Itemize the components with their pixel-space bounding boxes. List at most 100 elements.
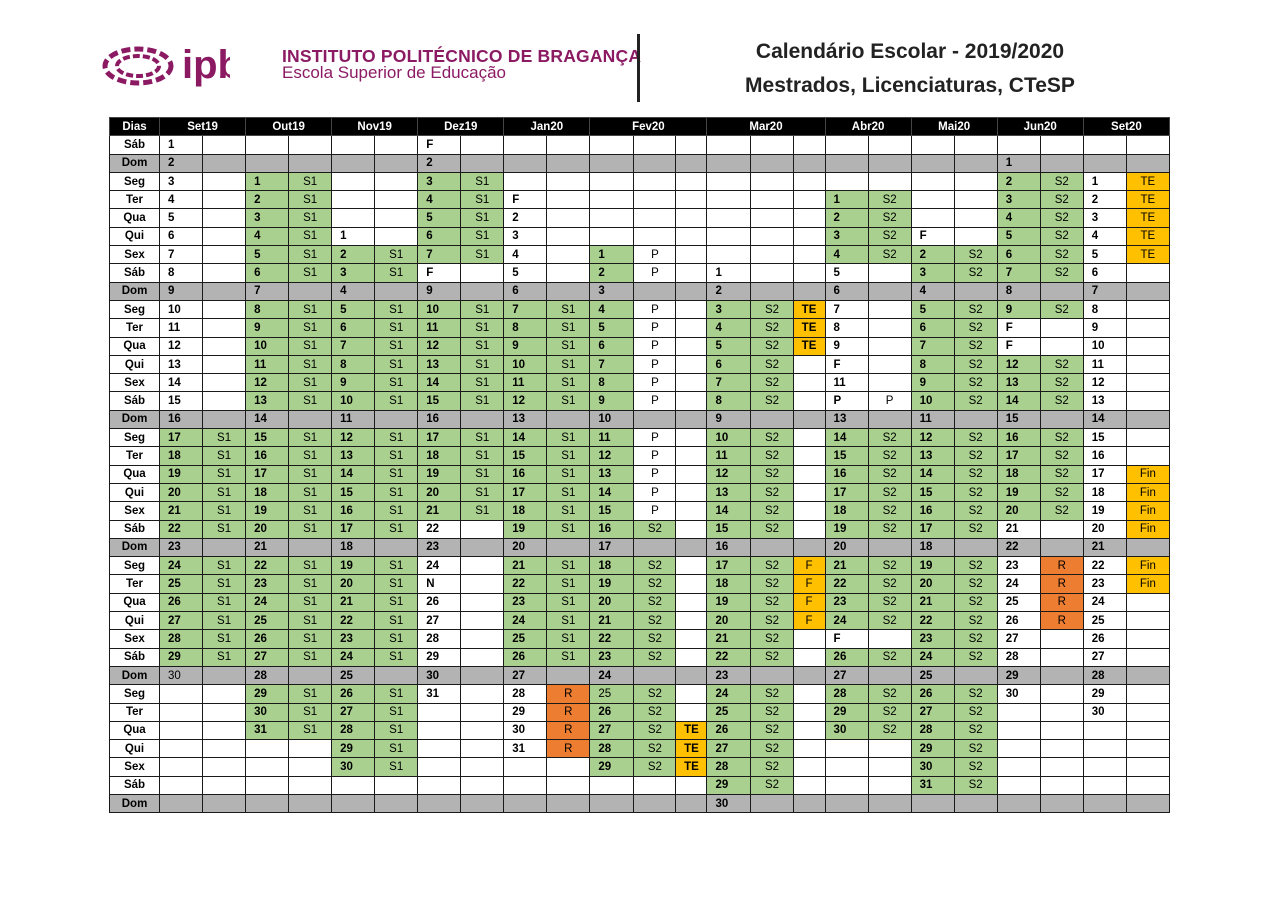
day-number: 18 — [503, 501, 548, 521]
day-number: 29 — [245, 684, 290, 704]
day-number — [1082, 757, 1127, 777]
day-number: 25 — [910, 665, 955, 686]
day-number: 24 — [417, 556, 462, 576]
calendar-row: Sáb 1 F — [108, 135, 1171, 155]
day-tag: Fin — [1125, 501, 1171, 521]
day-tag — [288, 757, 333, 777]
day-number: 1 — [331, 226, 376, 247]
day-tag — [867, 153, 912, 173]
day-number: 4 — [503, 245, 548, 265]
day-number: 20 — [1082, 519, 1127, 539]
day-tag: S2 — [633, 592, 677, 613]
day-extra — [792, 757, 826, 777]
day-number: 23 — [706, 665, 752, 686]
day-tag: S2 — [953, 391, 998, 411]
day-tag — [460, 739, 505, 759]
day-number: 1 — [824, 190, 869, 210]
day-number: 28 — [245, 665, 290, 686]
day-tag — [1039, 684, 1084, 704]
day-tag: S1 — [460, 208, 505, 228]
weekday-label: Sáb — [108, 775, 161, 795]
day-tag: S2 — [953, 611, 998, 631]
day-tag: S1 — [460, 373, 505, 393]
day-tag: S2 — [750, 647, 794, 667]
day-number: 19 — [824, 519, 869, 539]
day-number: 30 — [159, 665, 204, 686]
day-tag — [460, 409, 505, 430]
day-tag: S1 — [288, 446, 333, 466]
day-number: 1 — [245, 171, 290, 192]
day-extra — [792, 171, 826, 192]
day-extra — [675, 482, 708, 503]
day-tag: S2 — [1039, 299, 1084, 320]
day-tag — [460, 556, 505, 576]
weekday-label: Qui — [108, 611, 161, 631]
day-number — [910, 793, 955, 814]
day-tag: S2 — [633, 684, 677, 704]
calendar-row: Qua 26 S1 24 S1 21 S1 26 23 S1 20 S2 19 S2 F 23 S2 21 S2 25… — [108, 592, 1171, 613]
day-number: 8 — [331, 354, 376, 375]
weekday-label: Ter — [108, 574, 161, 594]
weekday-label: Seg — [108, 299, 161, 320]
day-tag — [202, 684, 247, 704]
day-number: 14 — [1082, 409, 1127, 430]
day-number: 20 — [589, 592, 635, 613]
day-tag: S1 — [546, 501, 591, 521]
day-number: 19 — [159, 464, 204, 484]
header-month: Out19 — [245, 116, 333, 137]
day-extra — [792, 409, 826, 430]
day-number: 1 — [589, 245, 635, 265]
day-tag: S1 — [288, 428, 333, 448]
day-number: 14 — [996, 391, 1041, 411]
day-number: 16 — [331, 501, 376, 521]
day-number — [503, 135, 548, 155]
day-number: 19 — [417, 464, 462, 484]
day-number: 11 — [159, 318, 204, 338]
day-tag: R — [1039, 556, 1084, 576]
day-tag — [1039, 519, 1084, 539]
day-number: 16 — [417, 409, 462, 430]
day-tag: S1 — [546, 299, 591, 320]
day-tag: S2 — [953, 245, 998, 265]
day-number: 14 — [159, 373, 204, 393]
day-tag: S1 — [374, 373, 419, 393]
day-number: 15 — [331, 482, 376, 503]
day-number: 14 — [824, 428, 869, 448]
day-number: 13 — [589, 464, 635, 484]
day-tag — [1125, 739, 1171, 759]
day-tag: S2 — [953, 446, 998, 466]
day-tag — [867, 299, 912, 320]
day-tag: P — [633, 263, 677, 283]
day-extra — [675, 592, 708, 613]
day-tag — [460, 592, 505, 613]
day-tag: S2 — [867, 574, 912, 594]
day-number: 23 — [824, 592, 869, 613]
day-number: 10 — [245, 336, 290, 356]
day-number: 21 — [824, 556, 869, 576]
day-tag — [374, 793, 419, 814]
day-tag: S1 — [374, 592, 419, 613]
day-tag — [202, 665, 247, 686]
day-tag — [633, 153, 677, 173]
day-tag — [460, 665, 505, 686]
day-tag — [202, 354, 247, 375]
day-extra — [792, 208, 826, 228]
day-tag: S1 — [374, 446, 419, 466]
day-number: 22 — [589, 629, 635, 649]
day-tag: R — [546, 739, 591, 759]
day-number — [706, 135, 752, 155]
day-number: 22 — [503, 574, 548, 594]
day-tag — [460, 775, 505, 795]
day-tag: S1 — [288, 629, 333, 649]
day-tag — [202, 391, 247, 411]
day-number: F — [824, 629, 869, 649]
calendar-row: Seg 24 S1 22 S1 19 S1 24 21 S1 18 S2 17 S2 F 21 S2 19 S2 23… — [108, 556, 1171, 576]
day-number: 28 — [1082, 665, 1127, 686]
day-number: 16 — [1082, 446, 1127, 466]
day-number: 15 — [824, 446, 869, 466]
day-number — [996, 135, 1041, 155]
day-number: 27 — [996, 629, 1041, 649]
weekday-label: Sáb — [108, 135, 161, 155]
logo-swirl-icon — [102, 46, 174, 86]
day-tag: S1 — [546, 428, 591, 448]
